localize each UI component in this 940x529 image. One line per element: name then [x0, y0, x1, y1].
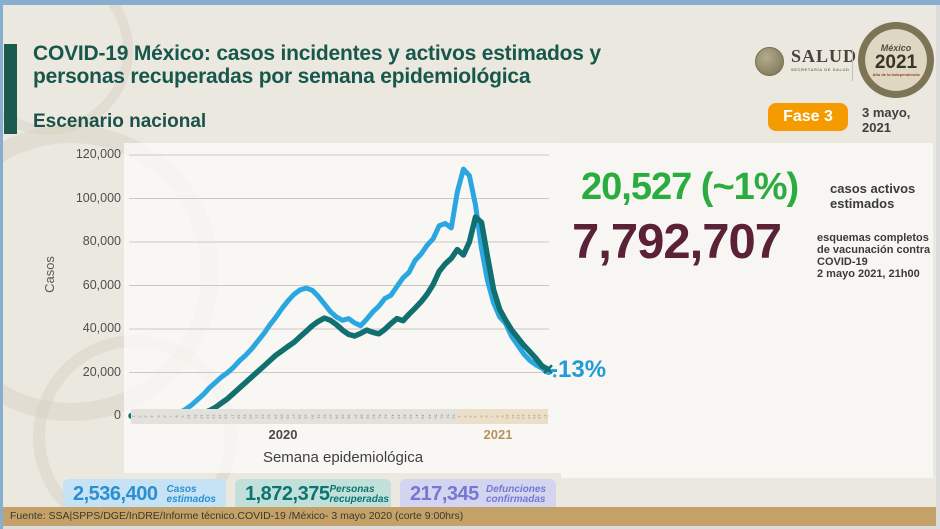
header-date-line1: 3 mayo,	[862, 105, 911, 120]
y-tick-label: 80,000	[82, 234, 121, 248]
stat-label: Casos estimados	[166, 483, 216, 505]
stat-label: Defunciones confirmadas	[485, 483, 546, 505]
week-band-2020: 1 2 3 4 5 6 7 8 9 10 11 12 13 14 15 16 17 18 19 20 21 22 23 24 2…	[131, 409, 458, 424]
mexico-logo-motto: Año de la Independencia	[872, 71, 920, 77]
x-axis-title: Semana epidemiológica	[262, 449, 424, 466]
kpi-background-panel	[561, 143, 933, 478]
source-text: Fuente: SSA|SPPS/DGE/InDRE/Informe técni…	[10, 510, 464, 522]
kpi-vaccination-label: esquemas completos de vacunación contra …	[817, 232, 930, 280]
y-tick-label: 60,000	[82, 277, 121, 292]
stat-label-line2: confirmadas	[485, 493, 546, 505]
kpi-vax-label-line1: esquemas completos	[817, 232, 929, 244]
header-date: 3 mayo, 2021	[862, 105, 910, 135]
x-axis-year-2020: 2020	[268, 427, 298, 442]
kpi-vax-label-line4: 2 mayo 2021, 21h00	[817, 268, 920, 280]
page-title-line1: COVID-19 México: casos incidentes y acti…	[33, 42, 601, 65]
mexico-2021-logo: México 2021 Año de la Independencia	[858, 22, 934, 98]
mexico-logo-text: México	[880, 42, 912, 53]
stat-card: 2,536,400 Casos estimados	[63, 479, 226, 510]
stat-card: 1,872,375 Personas recuperadas	[235, 479, 391, 510]
stat-label-line1: Defunciones	[485, 483, 546, 495]
salud-eagle-icon	[755, 47, 784, 76]
kpi-active-cases-label: casos activos estimados	[830, 181, 915, 211]
page-title: COVID-19 México: casos incidentes y acti…	[33, 42, 601, 88]
x-axis-week-band: 1 2 3 4 5 6 7 8 9 10 11 12 13 14 15 16 17 18 19 20 21 22 23 24 2…	[131, 409, 548, 424]
kpi-active-label-line2: estimados	[830, 196, 895, 211]
y-tick-label: 120,000	[75, 147, 121, 161]
background-pattern	[3, 5, 133, 135]
y-axis-ticks: 120,000 100,000 80,000 60,000 40,000 20,000 0	[43, 5, 121, 475]
stat-value: 217,345	[410, 483, 479, 505]
slide: COVID-19 México: casos incidentes y acti…	[3, 5, 936, 526]
salud-logo: SALUD SECRETARÍA DE SALUD	[755, 47, 857, 76]
kpi-vax-label-line3: COVID-19	[817, 256, 868, 268]
logo-divider	[852, 49, 853, 81]
stat-label: Personas recuperadas	[329, 483, 389, 505]
title-accent-bar	[4, 44, 17, 134]
stat-value: 2,536,400	[73, 483, 158, 505]
phase-badge: Fase 3	[768, 103, 848, 131]
left-edge-strip	[0, 0, 3, 529]
x-axis-year-2021: 2021	[483, 427, 513, 442]
kpi-vaccination-value: 7,792,707	[572, 215, 782, 269]
salud-word: SALUD	[791, 46, 858, 66]
kpi-vax-label-line2: de vacunación contra	[817, 244, 931, 256]
y-tick-label: 0	[114, 408, 121, 422]
stat-value: 1,872,375	[245, 483, 330, 505]
stat-label-line2: estimados	[166, 493, 216, 505]
source-footer-bar: Fuente: SSA|SPPS/DGE/InDRE/Informe técni…	[3, 507, 936, 526]
series-casos_estimados	[128, 166, 551, 418]
stat-label-line1: Casos	[166, 483, 197, 495]
header-date-line2: 2021	[862, 120, 891, 135]
stat-label-line2: recuperadas	[329, 493, 389, 505]
stat-label-line1: Personas	[329, 483, 375, 495]
top-edge-strip	[0, 0, 940, 5]
salud-wordmark: SALUD SECRETARÍA DE SALUD	[791, 47, 857, 72]
page-title-line2: personas recuperadas por semana epidemio…	[33, 65, 531, 88]
y-tick-label: 20,000	[82, 364, 121, 379]
trend-annotation: -13%	[550, 356, 607, 383]
salud-subtext: SECRETARÍA DE SALUD	[791, 67, 850, 72]
y-tick-label: 40,000	[82, 321, 121, 335]
mexico-logo-year: 2021	[874, 51, 918, 73]
epi-chart	[128, 154, 559, 419]
stat-card: 217,345 Defunciones confirmadas	[400, 479, 556, 510]
kpi-active-cases-value: 20,527 (~1%)	[581, 166, 799, 208]
kpi-active-label-line1: casos activos	[830, 181, 916, 196]
week-band-2021: 1 2 3 4 5 6 7 8 9 10 11 12 13 14 15 16 17	[457, 409, 548, 424]
stats-row: 2,536,400 Casos estimados 1,872,375 Pers…	[63, 479, 556, 510]
y-tick-label: 100,000	[75, 190, 121, 205]
page-subtitle: Escenario nacional	[33, 111, 207, 132]
